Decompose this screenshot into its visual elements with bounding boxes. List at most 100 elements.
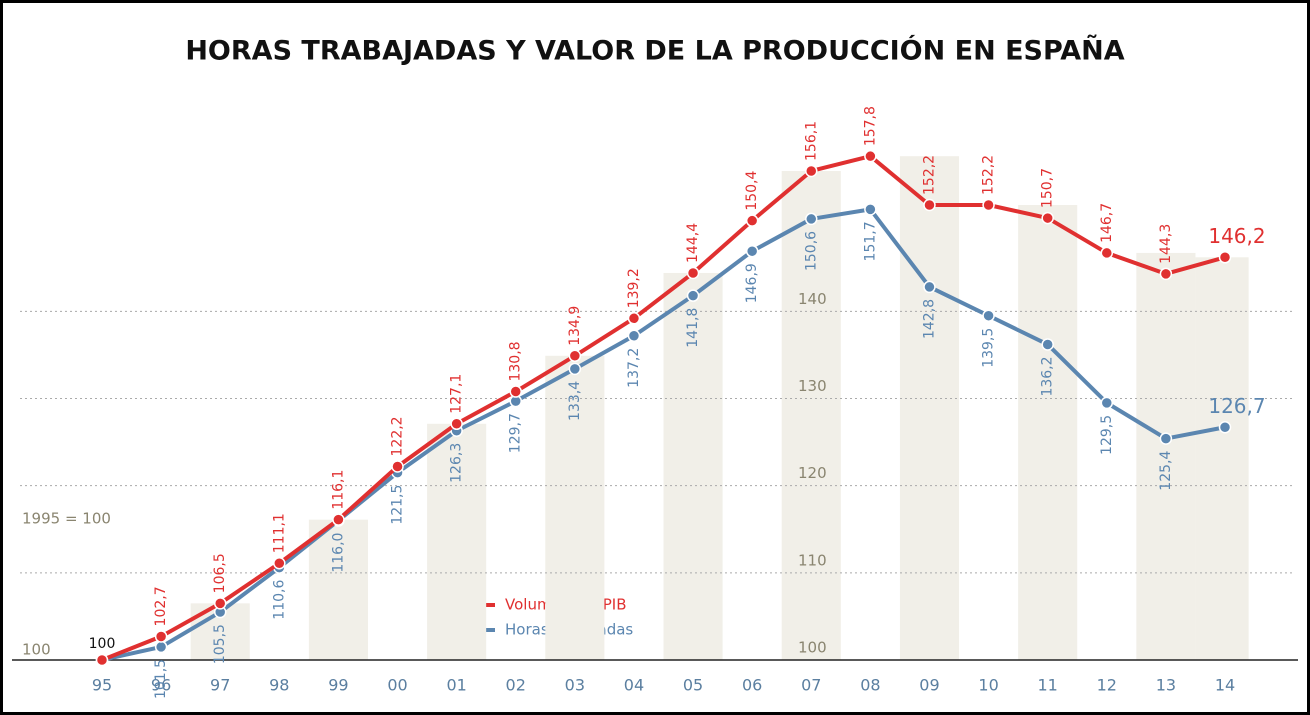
chart-title: HORAS TRABAJADAS Y VALOR DE LA PRODUCCIÓ… [185, 35, 1124, 67]
background-band [545, 355, 605, 660]
y-tick-label: 110 [798, 551, 827, 569]
data-label: 111,1 [271, 513, 287, 553]
x-tick-label: 12 [1097, 676, 1117, 695]
y-tick-label: 100 [798, 639, 827, 657]
point [1159, 267, 1173, 281]
data-label: 134,9 [567, 306, 583, 346]
x-tick-label: 05 [683, 676, 703, 695]
data-label: 129,5 [1099, 415, 1115, 455]
point [1041, 211, 1054, 225]
point [745, 214, 759, 227]
x-tick-label: 03 [565, 676, 585, 695]
y-tick-label: 120 [798, 464, 827, 482]
point [745, 244, 759, 258]
point [391, 460, 404, 473]
data-label: 116,1 [330, 470, 346, 510]
x-tick-label: 02 [506, 676, 526, 695]
annotation: 1995 = 100 [22, 510, 111, 528]
background-band [427, 423, 487, 660]
x-tick-label: 13 [1156, 676, 1176, 695]
data-label: 102,7 [153, 586, 169, 626]
point [686, 266, 700, 280]
data-label: 146,9 [744, 263, 760, 303]
data-label: 129,7 [508, 413, 524, 453]
background-band [663, 272, 723, 660]
background-band [1195, 257, 1249, 660]
point [273, 556, 286, 570]
x-tick-label: 98 [269, 676, 289, 695]
data-label: 133,4 [567, 381, 583, 421]
data-label: 151,7 [862, 221, 878, 261]
data-label: 100 [89, 636, 116, 652]
point [332, 513, 345, 526]
point [1159, 432, 1173, 445]
data-label: 150,7 [1040, 168, 1056, 208]
data-label: 110,6 [271, 580, 287, 620]
series-line [101, 154, 1226, 662]
data-label: 122,2 [390, 416, 406, 456]
data-label: 136,2 [1040, 356, 1056, 396]
point [627, 329, 641, 342]
data-label: 141,8 [685, 308, 701, 348]
x-tick-label: 95 [92, 676, 112, 695]
y-tick-label: 130 [798, 377, 827, 395]
background-band [308, 519, 368, 660]
x-tick-label: 01 [446, 676, 466, 695]
point [686, 289, 700, 302]
point [923, 280, 936, 294]
x-tick-label: 97 [210, 676, 230, 695]
point [627, 312, 641, 325]
point [450, 417, 463, 431]
x-tick-label: 00 [387, 676, 407, 695]
x-tick-label: 10 [978, 676, 998, 695]
data-label: 150,4 [744, 171, 760, 211]
background-band [899, 156, 960, 660]
point [1100, 396, 1114, 410]
data-label: 125,4 [1158, 451, 1174, 491]
point [213, 597, 227, 610]
data-label: 144,3 [1158, 224, 1174, 264]
data-label: 139,2 [626, 268, 642, 308]
data-label: 144,4 [685, 223, 701, 263]
data-label: 127,1 [449, 374, 465, 414]
point [154, 640, 168, 654]
x-tick-label: 09 [919, 676, 939, 695]
data-label: 106,5 [212, 553, 228, 593]
point [568, 362, 582, 376]
data-label: 121,5 [390, 485, 406, 525]
point [864, 203, 877, 216]
point [1100, 246, 1114, 260]
background-band [1136, 252, 1196, 660]
point [982, 309, 995, 322]
point [568, 349, 582, 363]
data-label: 146,2 [1208, 224, 1265, 248]
data-label: 139,5 [981, 328, 997, 368]
data-label: 126,7 [1208, 394, 1265, 418]
data-label: 130,8 [508, 341, 524, 381]
data-label: 150,6 [803, 231, 819, 271]
data-label: 137,2 [626, 348, 642, 388]
data-label: 101,5 [153, 659, 169, 699]
data-label: 146,7 [1099, 203, 1115, 243]
data-label: 156,1 [803, 121, 819, 161]
x-tick-label: 06 [742, 676, 762, 695]
point [864, 149, 877, 163]
data-label: 142,8 [921, 299, 937, 339]
x-tick-label: 14 [1215, 676, 1235, 695]
point [1218, 421, 1232, 434]
x-tick-label: 96 [151, 676, 171, 695]
point [982, 198, 995, 212]
point [805, 212, 818, 226]
background-band [1018, 204, 1078, 661]
point [95, 653, 109, 667]
point [1041, 338, 1054, 351]
point [1218, 251, 1232, 264]
data-label: 105,5 [212, 624, 228, 664]
point [509, 385, 522, 398]
data-label: 157,8 [862, 106, 878, 146]
y-tick-label: 100 [22, 641, 51, 659]
point [923, 198, 936, 212]
point [154, 630, 168, 643]
